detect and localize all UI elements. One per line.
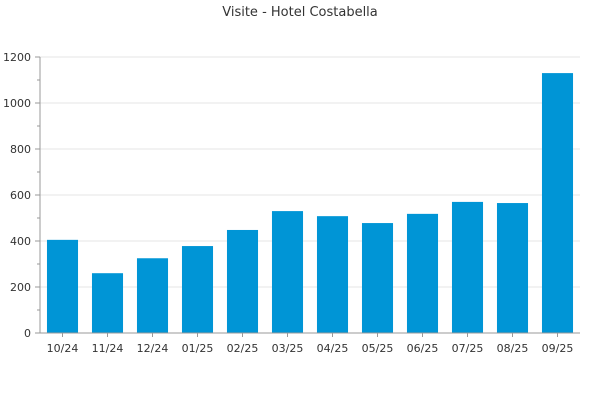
x-tick-label: 01/25	[182, 342, 214, 355]
x-tick-label: 07/25	[452, 342, 484, 355]
y-tick-label: 400	[10, 235, 31, 248]
bar-03-25	[271, 211, 304, 333]
y-tick-label: 0	[24, 327, 31, 340]
x-tick-label: 11/24	[92, 342, 124, 355]
bar-08-25	[496, 203, 529, 333]
bar-01-25	[181, 246, 214, 333]
x-tick-label: 04/25	[317, 342, 349, 355]
x-tick-label: 12/24	[137, 342, 169, 355]
x-tick-label: 06/25	[407, 342, 439, 355]
gridlines	[40, 56, 580, 288]
y-tick-label: 1000	[3, 97, 31, 110]
x-tick-label: 08/25	[497, 342, 529, 355]
y-tick-label: 200	[10, 281, 31, 294]
y-tick-label: 800	[10, 143, 31, 156]
bar-06-25	[406, 213, 439, 333]
x-tick-label: 05/25	[362, 342, 394, 355]
bar-10-24	[46, 239, 79, 333]
bar-11-24	[91, 273, 124, 333]
x-tick-label: 10/24	[47, 342, 79, 355]
chart-title: Visite - Hotel Costabella	[222, 5, 378, 20]
bar-04-25	[316, 216, 349, 333]
bar-07-25	[451, 201, 484, 333]
bars	[46, 73, 574, 333]
y-tick-label: 1200	[3, 51, 31, 64]
y-axis-ticks: 0 200 400 600 800 1000 1200	[3, 51, 40, 340]
bar-09-25	[541, 73, 574, 333]
x-tick-label: 03/25	[272, 342, 304, 355]
y-tick-label: 600	[10, 189, 31, 202]
x-tick-label: 09/25	[542, 342, 574, 355]
bar-02-25	[226, 229, 259, 333]
x-tick-label: 02/25	[227, 342, 259, 355]
x-axis-ticks: 10/24 11/24 12/24 01/25 02/25 03/25 04/25 05/25…	[47, 333, 574, 355]
bar-12-24	[136, 258, 169, 333]
bar-05-25	[361, 223, 394, 333]
